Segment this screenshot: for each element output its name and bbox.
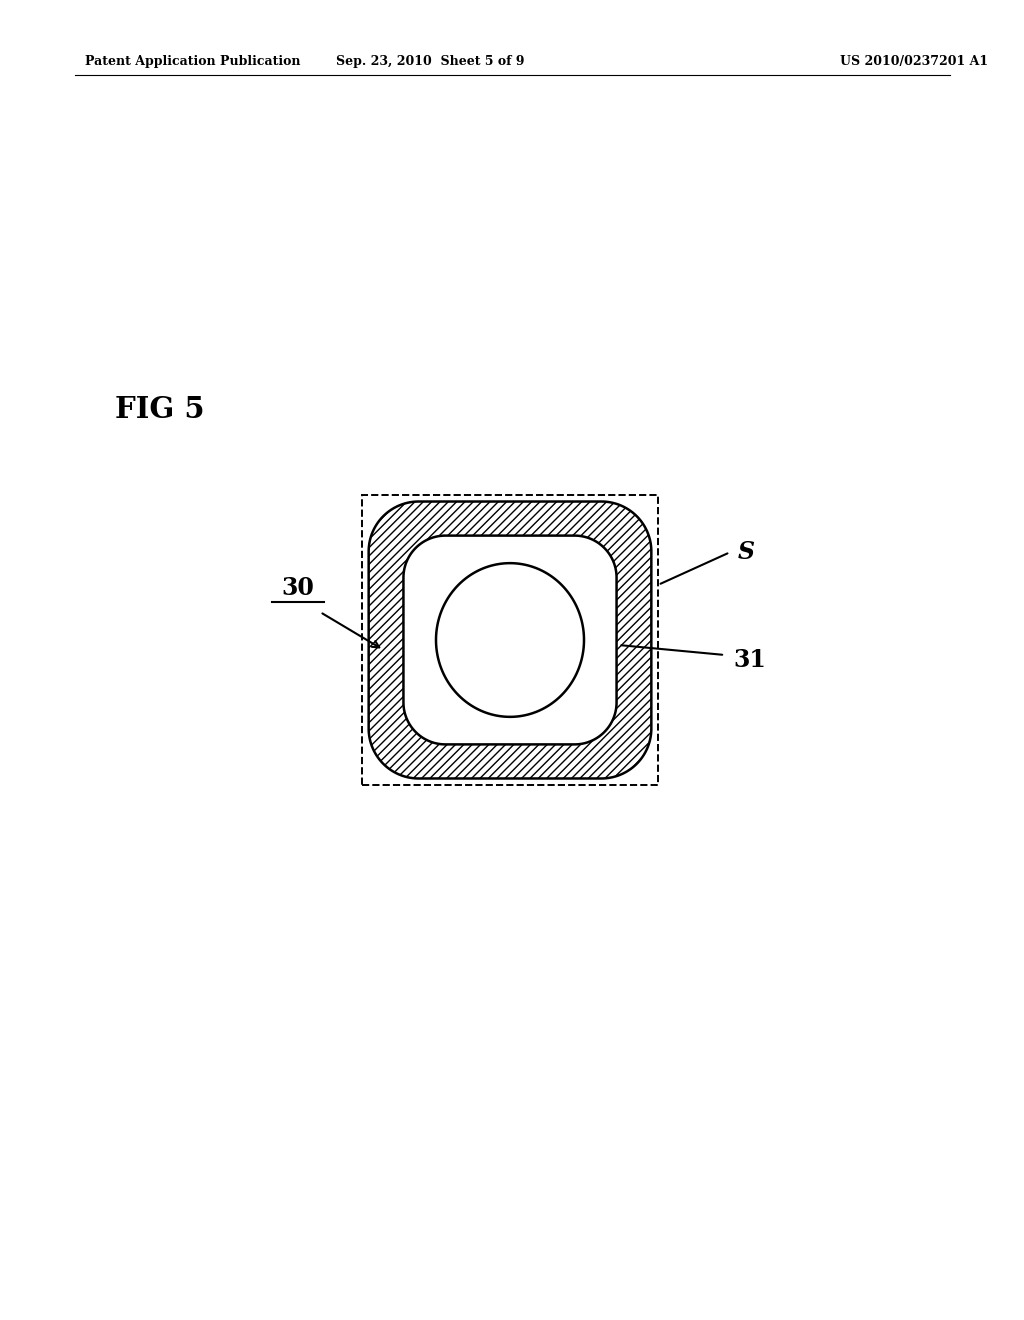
Text: Sep. 23, 2010  Sheet 5 of 9: Sep. 23, 2010 Sheet 5 of 9 — [336, 55, 524, 69]
Text: 31: 31 — [733, 648, 766, 672]
Text: S: S — [738, 540, 755, 564]
Text: FIG 5: FIG 5 — [115, 396, 205, 425]
Polygon shape — [403, 536, 616, 744]
Polygon shape — [369, 502, 651, 779]
Polygon shape — [436, 564, 584, 717]
Text: 30: 30 — [282, 576, 314, 601]
Bar — [362, 495, 658, 785]
Text: Patent Application Publication: Patent Application Publication — [85, 55, 300, 69]
Text: US 2010/0237201 A1: US 2010/0237201 A1 — [840, 55, 988, 69]
